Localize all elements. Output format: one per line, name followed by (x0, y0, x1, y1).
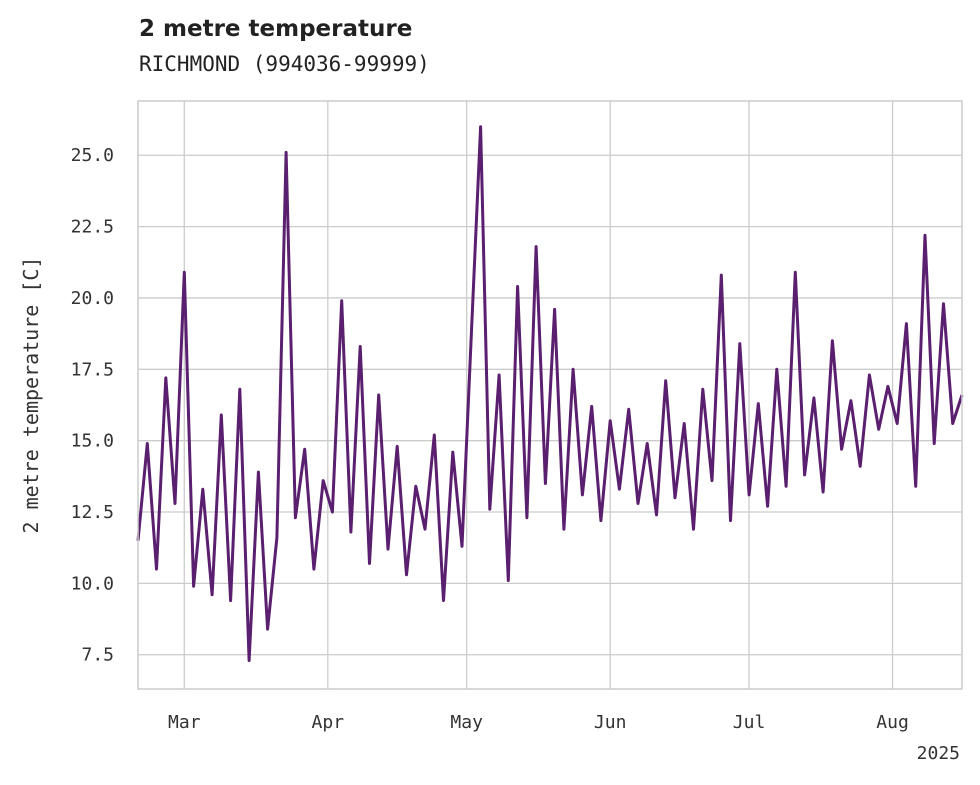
x-tick-label: Jun (594, 712, 627, 733)
x-axis-ticks: Mar Apr May Jun Jul Aug (168, 712, 909, 733)
grid-lines (138, 101, 962, 689)
y-tick-label: 7.5 (81, 645, 114, 666)
temperature-series-line (136, 125, 964, 662)
x-tick-label: May (450, 712, 483, 733)
y-tick-label: 22.5 (71, 217, 114, 238)
y-tick-label: 12.5 (71, 502, 114, 523)
y-tick-label: 10.0 (71, 573, 114, 594)
series-layer (136, 125, 964, 662)
y-axis-ticks: 7.5 10.0 12.5 15.0 17.5 20.0 22.5 25.0 (71, 145, 114, 666)
x-offset-label: 2025 (917, 743, 960, 764)
x-tick-label: Jul (733, 712, 766, 733)
x-tick-label: Aug (876, 712, 909, 733)
x-tick-label: Mar (168, 712, 201, 733)
y-tick-label: 20.0 (71, 288, 114, 309)
chart-title: 2 metre temperature (139, 16, 413, 42)
x-tick-label: Apr (312, 712, 345, 733)
y-tick-label: 25.0 (71, 145, 114, 166)
plot-frame (137, 100, 963, 690)
chart-subtitle: RICHMOND (994036-99999) (139, 52, 430, 76)
y-tick-label: 15.0 (71, 431, 114, 452)
y-axis-label: 2 metre temperature [C] (19, 257, 43, 534)
y-tick-label: 17.5 (71, 359, 114, 380)
